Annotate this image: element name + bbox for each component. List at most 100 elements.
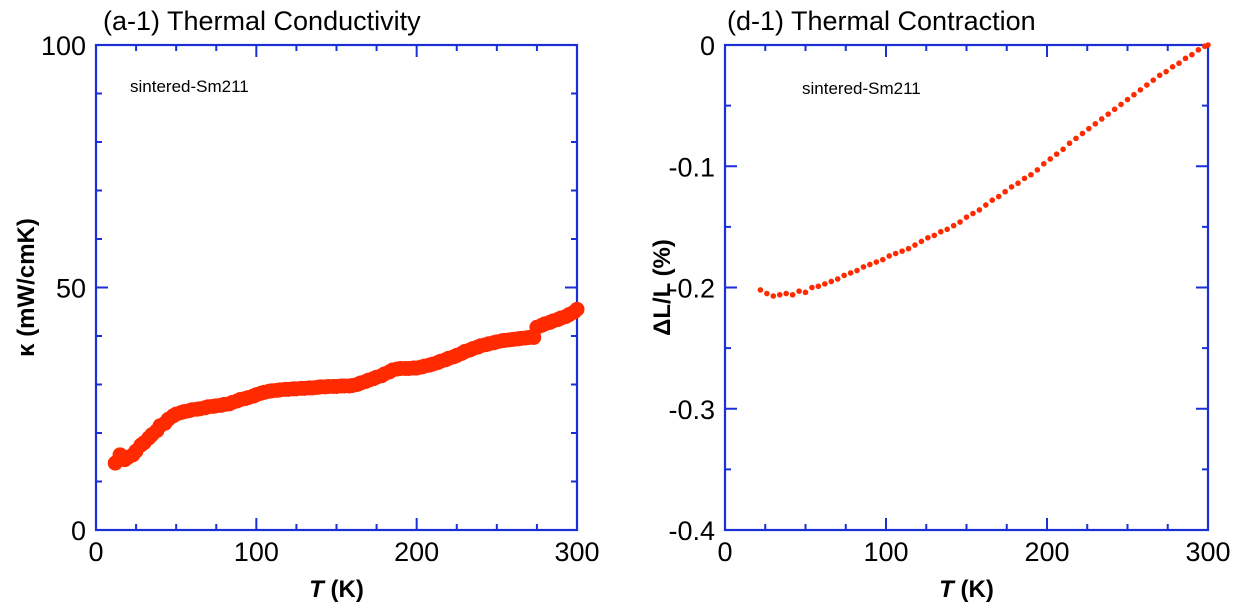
data-point (918, 238, 925, 245)
data-point (886, 253, 893, 259)
y-tick-label: -0.3 (668, 395, 715, 425)
data-point (1189, 51, 1195, 58)
x-tick-label: 100 (863, 537, 908, 567)
data-point (789, 291, 796, 298)
data-point (873, 259, 880, 265)
data-point (1092, 121, 1099, 127)
data-point (854, 267, 860, 274)
data-point (892, 250, 899, 257)
x-tick-label: 0 (88, 537, 103, 567)
data-point (841, 272, 847, 279)
data-point (1156, 72, 1163, 79)
data-point (1008, 184, 1015, 190)
data-point (912, 242, 918, 248)
y-axis-title: ΔL/L (%) (649, 239, 676, 336)
data-point (1073, 135, 1079, 142)
data-point (970, 210, 976, 217)
data-point (1040, 161, 1047, 167)
plot-frame (723, 43, 1210, 532)
data-point (828, 278, 835, 285)
x-axis-unit: (K) (324, 576, 364, 603)
data-point (822, 281, 828, 287)
data-point (989, 197, 996, 203)
data-point (1079, 130, 1086, 137)
y-tick-label: 50 (56, 274, 86, 304)
data-point (815, 283, 822, 290)
data-point (1015, 180, 1021, 187)
data-point (1002, 188, 1008, 195)
y-tick-label: 0 (700, 31, 715, 61)
data-point (1137, 87, 1144, 93)
data-point (1111, 106, 1118, 113)
data-point (1182, 55, 1189, 62)
data-point (1195, 47, 1202, 53)
data-point (776, 291, 783, 298)
data-point (976, 207, 983, 213)
data-point (937, 228, 944, 235)
thermal-conductivity-panel: (a-1) Thermal Conductivity 0 100 200 300 0 50 1… (13, 6, 600, 603)
data-point (1144, 82, 1150, 88)
y-axis-title: κ (mW/cmK) (13, 218, 40, 357)
y-tick-label: 100 (41, 31, 86, 61)
chart-title: (a-1) Thermal Conductivity (103, 6, 421, 36)
x-tick-label: 200 (1024, 537, 1069, 567)
data-point (995, 193, 1002, 200)
y-tick-label: -0.4 (668, 516, 715, 546)
data-point (783, 290, 789, 297)
data-point (1028, 171, 1034, 178)
data-point (1053, 151, 1060, 157)
data-point (899, 248, 905, 254)
data-point (1150, 77, 1157, 83)
data-point (925, 234, 931, 241)
data-point (867, 261, 873, 268)
data-point (1047, 156, 1054, 162)
x-axis-variable: T (939, 576, 956, 603)
x-tick-label: 200 (394, 537, 439, 567)
x-axis-title: T (K) (309, 576, 364, 603)
plot-frame (94, 43, 579, 532)
sample-annotation: sintered-Sm211 (802, 79, 921, 98)
data-point (1118, 101, 1124, 108)
x-tick-label: 0 (717, 537, 732, 567)
x-tick-label: 100 (234, 537, 279, 567)
data-point (879, 256, 886, 263)
data-point (931, 232, 938, 239)
sample-annotation: sintered-Sm211 (130, 77, 249, 96)
data-point (1163, 68, 1169, 75)
data-point (834, 276, 841, 282)
data-point (847, 270, 854, 276)
thermal-contraction-panel: (d-1) Thermal Contraction 0 100 200 300 -0.4 -… (649, 6, 1231, 603)
x-tick-label: 300 (1185, 537, 1230, 567)
x-tick-label: 300 (554, 537, 599, 567)
y-tick-label: 0 (71, 516, 86, 546)
x-axis-variable: T (309, 576, 326, 603)
x-axis-unit: (K) (954, 576, 994, 603)
data-point (1021, 175, 1028, 182)
data-point (757, 287, 764, 293)
data-point (983, 202, 989, 208)
data-point (1086, 125, 1092, 132)
data-point (1105, 111, 1111, 117)
data-point (809, 284, 815, 291)
data-point (1176, 60, 1182, 66)
data-point (950, 222, 957, 229)
data-point (1034, 167, 1041, 173)
data-point (1066, 140, 1073, 147)
y-tick-label: -0.2 (668, 274, 715, 304)
data-point (796, 288, 802, 294)
data-point (1205, 42, 1211, 48)
data-point (905, 245, 912, 252)
data-point (770, 293, 777, 299)
data-point (957, 219, 963, 225)
data-point (1169, 64, 1176, 70)
data-point (963, 214, 970, 220)
x-axis-title: T (K) (939, 576, 994, 603)
data-point (764, 290, 770, 297)
data-point (802, 289, 809, 296)
data-point (944, 226, 950, 233)
data-point (569, 301, 585, 317)
data-point (1060, 146, 1066, 153)
data-point (1124, 96, 1131, 103)
data-point (1098, 116, 1105, 122)
